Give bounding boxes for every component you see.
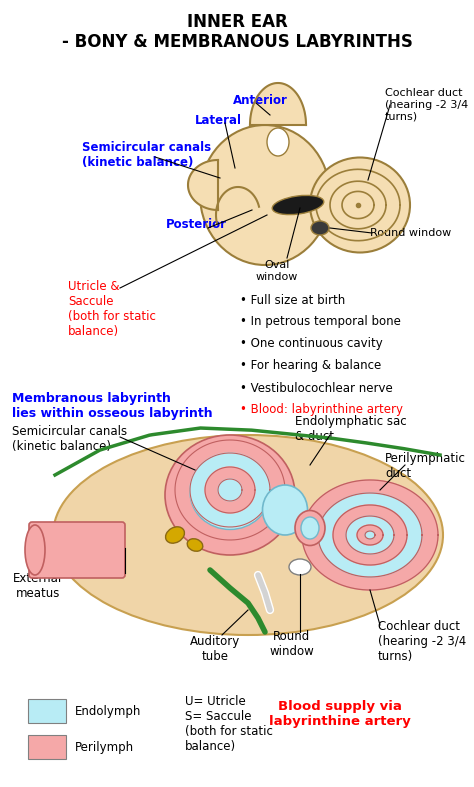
Ellipse shape — [53, 435, 443, 635]
Polygon shape — [333, 505, 407, 565]
Text: S: S — [308, 523, 316, 533]
Text: • Blood: labyrinthine artery: • Blood: labyrinthine artery — [240, 404, 403, 416]
Text: Anterior: Anterior — [233, 94, 287, 106]
Text: Lateral: Lateral — [194, 113, 241, 127]
Ellipse shape — [165, 527, 184, 543]
Polygon shape — [190, 453, 270, 527]
Polygon shape — [250, 83, 306, 125]
Text: Semicircular canals
(kinetic balance): Semicircular canals (kinetic balance) — [12, 425, 127, 453]
Bar — [28, 735, 66, 759]
Text: Endolymphatic sac
& duct: Endolymphatic sac & duct — [295, 415, 407, 443]
Polygon shape — [365, 531, 375, 539]
Polygon shape — [175, 440, 285, 540]
Text: - BONY & MEMBRANOUS LABYRINTHS: - BONY & MEMBRANOUS LABYRINTHS — [62, 33, 412, 51]
Ellipse shape — [200, 125, 330, 265]
FancyBboxPatch shape — [29, 522, 125, 578]
Polygon shape — [316, 169, 400, 241]
Text: External
meatus: External meatus — [13, 572, 63, 600]
Text: U: U — [280, 503, 289, 513]
Text: Oval
window: Oval window — [256, 260, 298, 282]
Polygon shape — [318, 493, 422, 577]
Text: U= Utricle
S= Saccule
(both for static
balance): U= Utricle S= Saccule (both for static b… — [185, 695, 273, 753]
Bar — [28, 699, 66, 723]
Text: • Full size at birth: • Full size at birth — [240, 294, 345, 306]
Ellipse shape — [295, 511, 325, 545]
Text: • In petrous temporal bone: • In petrous temporal bone — [240, 316, 401, 328]
Polygon shape — [346, 516, 394, 554]
Ellipse shape — [301, 517, 319, 539]
Ellipse shape — [272, 195, 324, 215]
Text: Posterior: Posterior — [165, 219, 227, 231]
Text: External
meatus: External meatus — [54, 534, 103, 562]
Text: Utricle &
Saccule
(both for static
balance): Utricle & Saccule (both for static balan… — [68, 280, 156, 338]
Ellipse shape — [263, 485, 308, 535]
Ellipse shape — [190, 455, 270, 530]
Text: Auditory
tube: Auditory tube — [190, 635, 240, 663]
Ellipse shape — [310, 157, 410, 253]
Text: Perilymphatic
duct: Perilymphatic duct — [385, 452, 466, 480]
Text: Blood supply via
labyrinthine artery: Blood supply via labyrinthine artery — [269, 700, 411, 728]
Text: • Vestibulocochlear nerve: • Vestibulocochlear nerve — [240, 382, 393, 394]
Text: Cochlear duct
(hearing -2 3/4
turns): Cochlear duct (hearing -2 3/4 turns) — [385, 88, 468, 121]
Text: Cochlear duct
(hearing -2 3/4
turns): Cochlear duct (hearing -2 3/4 turns) — [378, 620, 466, 663]
Polygon shape — [218, 479, 242, 501]
Text: Perilymph: Perilymph — [75, 741, 134, 753]
Polygon shape — [357, 525, 383, 545]
Polygon shape — [205, 467, 255, 513]
Text: INNER EAR: INNER EAR — [187, 13, 287, 31]
Ellipse shape — [311, 221, 329, 235]
Polygon shape — [188, 160, 218, 210]
Ellipse shape — [165, 435, 295, 555]
Polygon shape — [302, 480, 438, 590]
Text: Membranous labyrinth
lies within osseous labyrinth: Membranous labyrinth lies within osseous… — [12, 392, 213, 420]
Ellipse shape — [187, 539, 203, 551]
Text: Round
window: Round window — [270, 630, 314, 658]
Text: Semicircular canals
(kinetic balance): Semicircular canals (kinetic balance) — [82, 141, 211, 169]
Ellipse shape — [289, 559, 311, 575]
Text: Endolymph: Endolymph — [75, 704, 141, 718]
Text: • For hearing & balance: • For hearing & balance — [240, 360, 381, 372]
Text: • One continuous cavity: • One continuous cavity — [240, 338, 383, 350]
Text: Round window: Round window — [370, 228, 451, 238]
Ellipse shape — [267, 128, 289, 156]
Ellipse shape — [25, 525, 45, 575]
